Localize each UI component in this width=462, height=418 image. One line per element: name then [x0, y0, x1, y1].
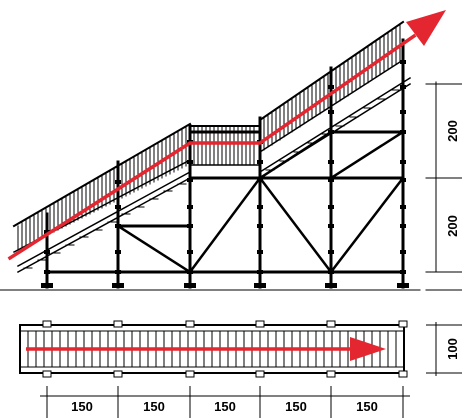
standards — [45, 38, 405, 289]
plan-arrow-head-icon — [350, 337, 386, 361]
walking-path-arrow — [7, 33, 417, 261]
plan-post-markers — [42, 320, 408, 378]
stair-treads-lower — [23, 183, 187, 269]
base-plates — [41, 283, 409, 288]
stair-tower-elevation — [0, 10, 462, 291]
plan-outline — [19, 324, 405, 374]
dimension-label-upper: 200 — [445, 120, 460, 142]
elevation-dimension-lines — [425, 81, 462, 291]
railing-lower — [12, 122, 192, 254]
stair-plan-view — [19, 320, 462, 418]
dimension-label-lower: 200 — [445, 215, 460, 237]
bay-label-3: 150 — [214, 399, 236, 414]
arrow-head-icon — [406, 10, 446, 46]
dimension-label-plan-width: 100 — [445, 338, 460, 360]
bay-label-5: 150 — [356, 399, 378, 414]
bay-label-4: 150 — [285, 399, 307, 414]
stair-stringer-lower — [16, 170, 192, 274]
stair-stringer-upper — [258, 76, 412, 180]
bay-dimension-lines — [40, 386, 410, 418]
bay-label-1: 150 — [71, 399, 93, 414]
bay-label-2: 150 — [143, 399, 165, 414]
railing-landing — [189, 125, 261, 166]
plan-dimension-lines — [426, 322, 462, 376]
railing-upper — [258, 20, 405, 154]
stair-treads-upper — [265, 89, 401, 171]
